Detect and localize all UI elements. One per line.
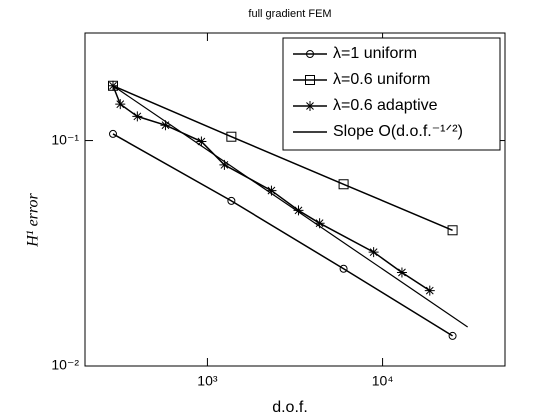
point [447,225,458,236]
point [448,331,457,340]
point [109,129,118,138]
point [314,218,325,229]
x-axis-label: d.o.f. [272,399,308,416]
point [227,196,236,205]
legend-marker [305,101,315,111]
legend-marker [305,75,315,85]
point [132,111,143,122]
point [424,285,435,296]
x-tick-label: 10⁴ [372,373,394,389]
y-axis-label: H¹ error [25,192,42,247]
point [160,120,171,131]
point [226,131,237,142]
legend-label: λ=1 uniform [333,45,417,62]
legend-marker [306,50,314,58]
x-tick-label: 10³ [197,373,218,389]
point [266,185,277,196]
series-line [112,133,453,337]
point [219,159,230,170]
series-line [112,85,468,328]
point [368,247,379,258]
point [339,264,348,273]
y-tick-label: 10⁻² [51,357,79,373]
legend-label: λ=0.6 adaptive [333,97,438,114]
point [338,179,349,190]
legend-label: Slope O(d.o.f.⁻¹ᐟ²) [333,123,463,140]
point [196,136,207,147]
point [396,267,407,278]
legend-label: λ=0.6 uniform [333,71,430,88]
point [115,99,126,110]
chart-title: full gradient FEM [248,8,331,20]
series-line [112,85,453,231]
point [293,205,304,216]
y-tick-label: 10⁻¹ [51,131,79,147]
